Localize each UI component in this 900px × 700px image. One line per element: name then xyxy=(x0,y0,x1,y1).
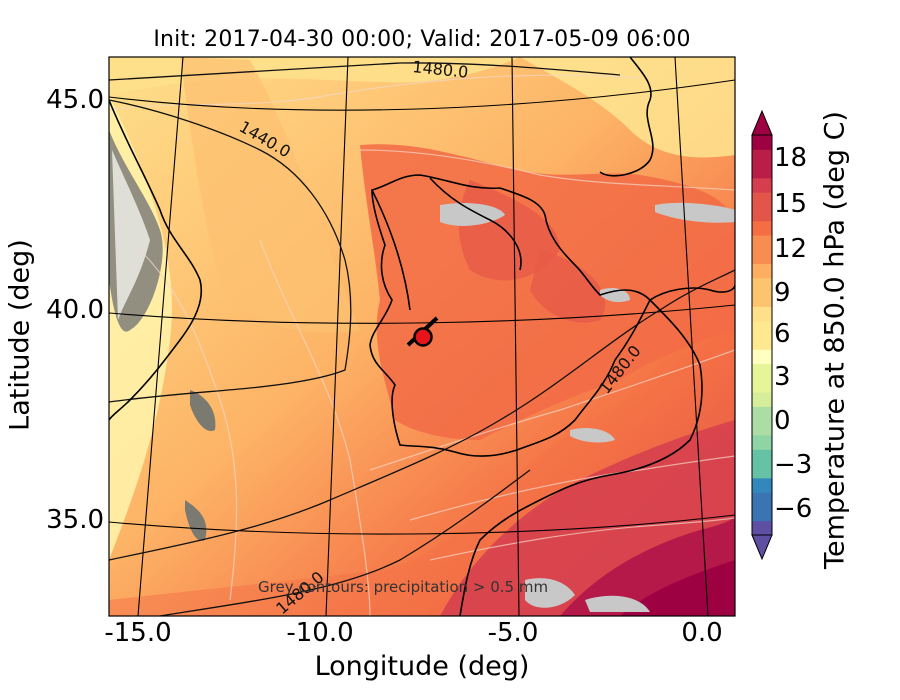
colorbar-band xyxy=(752,177,772,193)
colorbar-tick-label: 6 xyxy=(774,319,791,349)
colorbar-band xyxy=(752,192,772,207)
colorbar-band xyxy=(752,463,772,479)
x-tick-label: 0.0 xyxy=(681,618,723,648)
x-axis-label: Longitude (deg) xyxy=(314,651,530,682)
colorbar-tick-label: 3 xyxy=(774,362,791,392)
plot-title: Init: 2017-04-30 00:00; Valid: 2017-05-0… xyxy=(153,27,691,52)
colorbar-band xyxy=(752,335,772,350)
colorbar-band xyxy=(752,506,772,522)
y-axis-label: Latitude (deg) xyxy=(4,239,36,431)
colorbar-band xyxy=(752,263,772,279)
colorbar-tick-label: −3 xyxy=(774,450,813,480)
colorbar-band xyxy=(752,149,772,165)
x-tick-label: -15.0 xyxy=(104,618,172,648)
colorbar-label: Temperature at 850.0 hPa (deg C) xyxy=(819,111,851,569)
colorbar-tick-label: 15 xyxy=(774,189,808,219)
colorbar-tick-label: 18 xyxy=(774,143,808,173)
colorbar-band xyxy=(752,477,772,493)
x-tick-label: -10.0 xyxy=(286,618,354,648)
colorbar-band xyxy=(752,235,772,250)
geopotential-contours xyxy=(109,62,735,616)
colorbar-band xyxy=(752,163,772,179)
y-tick-label: 45.0 xyxy=(46,85,104,115)
colorbar-band xyxy=(752,435,772,450)
colorbar-band xyxy=(752,306,772,322)
colorbar-band xyxy=(752,449,772,465)
colorbar-band xyxy=(752,492,772,507)
colorbar-band xyxy=(752,392,772,407)
colorbar-band xyxy=(752,363,772,379)
map-frame xyxy=(108,56,736,617)
coastlines-borders xyxy=(109,57,735,616)
colorbar-band xyxy=(752,320,772,336)
y-tick-label: 40.0 xyxy=(46,295,104,325)
colorbar-extend-min xyxy=(751,534,773,561)
precipitation-note: Grey contours: precipitation > 0.5 mm xyxy=(258,578,549,596)
colorbar-tick-label: −6 xyxy=(774,494,813,524)
colorbar-frame xyxy=(751,134,773,536)
colorbar-band xyxy=(752,406,772,422)
colorbar-tick-label: 0 xyxy=(774,406,791,436)
colorbar-tick-label: 9 xyxy=(774,278,791,308)
colorbar-band xyxy=(752,349,772,365)
colorbar-band xyxy=(752,206,772,222)
colorbar-band xyxy=(752,420,772,436)
colorbar-band xyxy=(752,377,772,393)
x-tick-label: -5.0 xyxy=(487,618,539,648)
colorbar-extend-max xyxy=(751,109,773,136)
graticule xyxy=(109,57,735,616)
colorbar-band xyxy=(752,292,772,307)
y-tick-label: 35.0 xyxy=(46,505,104,535)
colorbar-tick-label: 12 xyxy=(774,234,808,264)
precipitation-areas xyxy=(440,202,735,612)
colorbar-band xyxy=(752,249,772,265)
colorbar-band xyxy=(752,277,772,293)
colorbar xyxy=(751,109,773,561)
colorbar-band xyxy=(752,135,772,150)
colorbar-band xyxy=(752,520,772,536)
colorbar-band xyxy=(752,220,772,236)
map-marker xyxy=(406,316,439,347)
